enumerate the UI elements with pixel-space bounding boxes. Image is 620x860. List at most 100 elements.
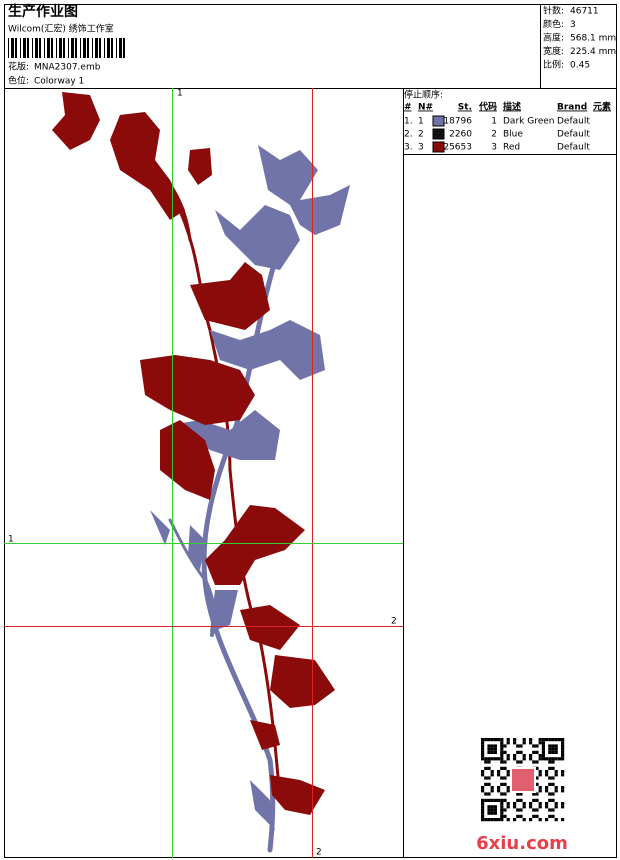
qr-cell <box>506 754 510 758</box>
qr-cell <box>487 744 491 748</box>
qr-cell <box>532 760 536 764</box>
qr-cell <box>481 754 485 758</box>
blue-flowers <box>150 145 350 830</box>
qr-cell <box>516 744 520 748</box>
qr-cell <box>538 754 542 758</box>
qr-cell <box>481 773 485 777</box>
qr-cell <box>490 757 494 761</box>
qr-cell <box>487 805 491 809</box>
qr-cell <box>500 802 504 806</box>
qr-cell <box>522 754 526 758</box>
qr-cell <box>500 811 504 815</box>
qr-cell <box>516 814 520 818</box>
qr-cell <box>548 776 552 780</box>
bar <box>15 38 17 58</box>
qr-cell <box>551 808 555 812</box>
qr-cell <box>487 792 491 796</box>
qr-cell <box>503 792 507 796</box>
qr-cell <box>538 786 542 790</box>
qr-cell <box>519 744 523 748</box>
qr-cell <box>506 770 510 774</box>
qr-cell <box>551 798 555 802</box>
row-index: 2. <box>404 130 413 140</box>
qr-cell <box>532 814 536 818</box>
qr-cell <box>522 805 526 809</box>
row-code: 2 <box>491 130 497 140</box>
qr-cell <box>500 792 504 796</box>
qr-cell <box>513 741 517 745</box>
guides: 1 2 1 2 <box>4 88 403 858</box>
qr-cell <box>535 798 539 802</box>
qr-cell <box>503 808 507 812</box>
qr-cell <box>554 802 558 806</box>
qr-cell <box>481 750 485 754</box>
qr-cell <box>541 750 545 754</box>
qr-cell <box>516 750 520 754</box>
design: MNA2307.emb <box>34 63 101 73</box>
qr-cell <box>503 776 507 780</box>
qr-cell <box>493 738 497 742</box>
qr-cell <box>487 808 491 812</box>
studio: Wilcom(汇宏) 绣饰工作室 <box>8 23 114 35</box>
qr-cell <box>561 773 565 777</box>
qr-cell <box>554 773 558 777</box>
qr-cell <box>516 808 520 812</box>
qr-cell <box>535 744 539 748</box>
bar <box>59 38 62 58</box>
qr-cell <box>516 792 520 796</box>
qr-cell <box>487 811 491 815</box>
bar <box>8 38 9 58</box>
row-n: 3 <box>418 143 424 153</box>
qr-cell <box>506 789 510 793</box>
qr-cell <box>500 754 504 758</box>
qr-cell <box>541 747 545 751</box>
qr-cell <box>490 786 494 790</box>
qr-cell <box>522 738 526 742</box>
qr-cell <box>484 818 488 822</box>
bar <box>95 38 98 58</box>
title: 生产作业图 <box>8 3 78 20</box>
stat-value: 46711 <box>570 7 599 17</box>
row-stitches: 25653 <box>443 143 472 153</box>
qr-cell <box>551 782 555 786</box>
qr-cell <box>497 770 501 774</box>
qr-cell <box>541 741 545 745</box>
qr-cell <box>481 805 485 809</box>
qr-cell <box>481 757 485 761</box>
qr-cell <box>481 786 485 790</box>
qr-cell <box>500 805 504 809</box>
qr-cell <box>554 805 558 809</box>
border <box>4 4 617 858</box>
bar <box>119 38 122 58</box>
qr-cell <box>490 773 494 777</box>
color-swatch <box>432 115 445 127</box>
bar <box>116 38 117 58</box>
qr-cell <box>561 741 565 745</box>
qr-cell <box>557 738 561 742</box>
qr-cell <box>497 738 501 742</box>
qr-cell <box>481 744 485 748</box>
qr-cell <box>532 792 536 796</box>
qr-cell <box>481 814 485 818</box>
bar <box>68 38 69 58</box>
color-swatch <box>432 128 445 140</box>
qr-cell <box>538 757 542 761</box>
qr-cell <box>548 766 552 770</box>
qr-cell <box>490 750 494 754</box>
column-header: Brand <box>557 103 587 113</box>
qr-cell <box>503 750 507 754</box>
qr-cell <box>535 792 539 796</box>
row-code: 1 <box>491 117 497 127</box>
qr-cell <box>548 750 552 754</box>
row-code: 3 <box>491 143 497 153</box>
row-index: 1. <box>404 117 413 127</box>
qr-cell <box>561 818 565 822</box>
qr-cell <box>554 770 558 774</box>
stat-value: 0.45 <box>570 61 590 71</box>
qr-cell <box>545 802 549 806</box>
column-header: 代码 <box>478 101 497 113</box>
qr-cell <box>561 757 565 761</box>
qr-cell <box>500 776 504 780</box>
qr-cell <box>490 738 494 742</box>
